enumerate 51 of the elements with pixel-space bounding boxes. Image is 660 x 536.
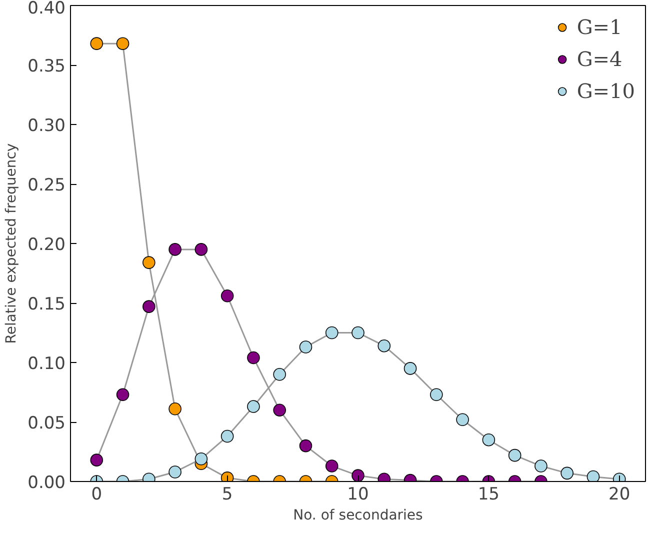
x-tick-label: 20	[608, 484, 630, 504]
point	[168, 243, 182, 256]
point	[560, 466, 574, 480]
point	[299, 340, 312, 354]
point	[325, 460, 338, 472]
point	[220, 289, 234, 302]
y-tick-label: 0.05	[28, 414, 66, 434]
legend-label: G=1	[576, 15, 622, 39]
point	[378, 339, 391, 352]
point	[352, 469, 364, 482]
point	[116, 37, 130, 50]
y-tick-label: 0.30	[28, 116, 66, 136]
point	[142, 256, 156, 269]
point	[586, 470, 600, 482]
point	[325, 326, 338, 340]
point	[142, 300, 156, 313]
point	[168, 402, 182, 416]
y-axis-title: Relative expected frequency	[4, 143, 20, 344]
x-axis-title: No. of secondaries	[293, 508, 423, 524]
y-tick-label: 0.20	[28, 235, 66, 255]
point	[430, 388, 443, 402]
point	[90, 37, 104, 50]
x-tick-label: 15	[478, 484, 500, 504]
x-tick-label: 0	[91, 484, 102, 504]
point	[247, 351, 260, 364]
y-tick-label: 0.10	[28, 354, 66, 374]
point	[482, 433, 496, 446]
point	[299, 439, 312, 452]
point	[456, 413, 469, 426]
point	[273, 404, 286, 416]
x-tick-label: 10	[347, 484, 369, 504]
point	[404, 362, 417, 375]
y-tick-label: 0.00	[28, 473, 66, 493]
point	[194, 243, 208, 256]
point	[194, 452, 208, 466]
y-tick-label: 0.15	[28, 294, 66, 314]
point	[534, 460, 548, 472]
point	[168, 466, 182, 478]
legend-label: G=4	[576, 47, 622, 71]
point	[352, 326, 364, 340]
point	[508, 448, 522, 462]
point	[116, 388, 130, 402]
legend-label: G=10	[576, 79, 635, 103]
y-tick-label: 0.40	[28, 0, 66, 18]
point	[220, 430, 234, 443]
point	[273, 368, 286, 381]
point	[247, 400, 260, 413]
x-tick-label: 5	[222, 484, 233, 504]
y-tick-label: 0.35	[28, 56, 66, 76]
point	[90, 454, 104, 466]
y-tick-label: 0.25	[28, 176, 66, 196]
